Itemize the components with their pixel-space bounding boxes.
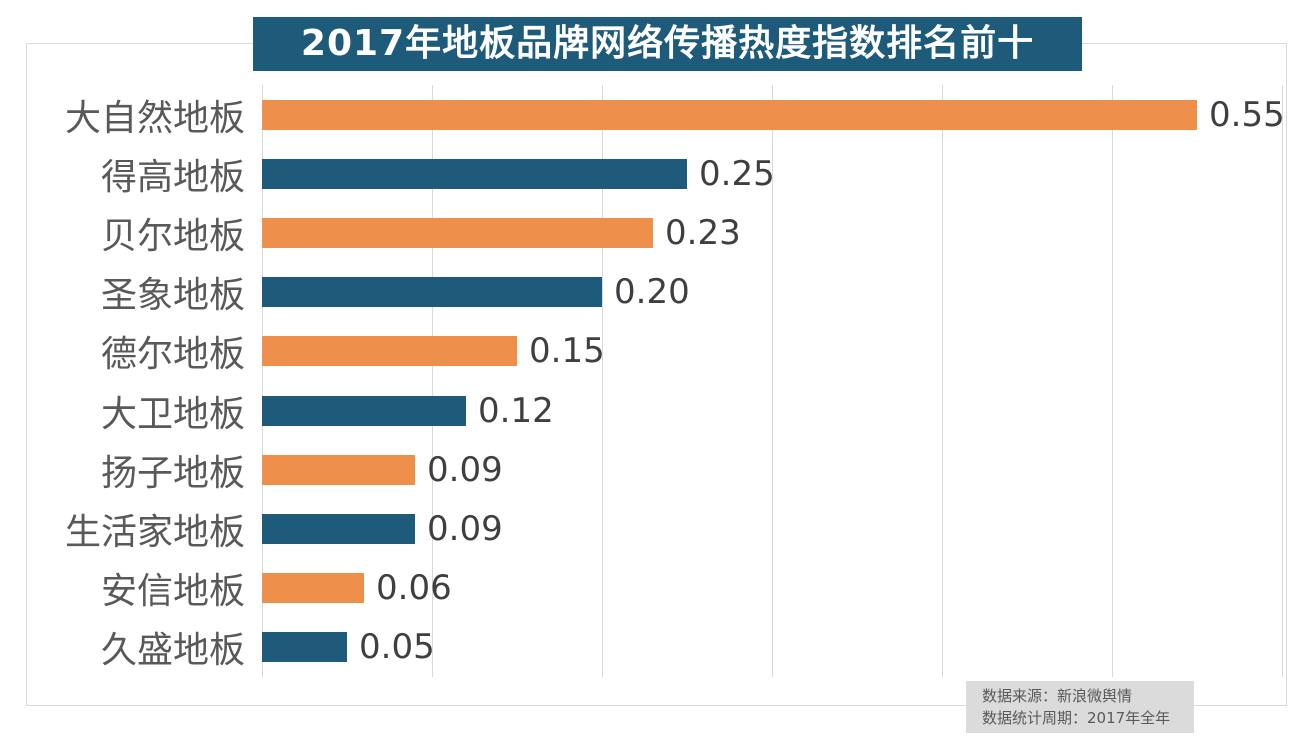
category-label: 安信地板 [100,571,245,613]
bar [262,513,415,544]
bar [262,573,364,604]
gridline [262,85,263,677]
bar-area: 0.20 [262,263,1282,322]
value-label: 0.23 [665,212,741,253]
bar-row: 得高地板 0.25 [0,144,1282,203]
bar [262,336,517,367]
category-label: 生活家地板 [64,511,245,553]
bar-area: 0.09 [262,440,1282,499]
value-label: 0.09 [427,449,503,490]
value-label: 0.20 [614,272,690,313]
category-label: 圣象地板 [100,275,245,317]
bar-area: 0.25 [262,144,1282,203]
bar-area: 0.23 [262,203,1282,262]
bar [262,632,347,663]
category-label: 大卫地板 [100,393,245,435]
chart-frame [26,43,1287,706]
category-label: 大自然地板 [64,97,245,139]
bar-row: 大卫地板 0.12 [0,381,1282,440]
value-label: 0.15 [529,331,605,372]
gridline [1282,85,1283,677]
gridline [602,85,603,677]
category-label: 得高地板 [100,156,245,198]
value-label: 0.25 [699,153,775,194]
bar-area: 0.55 [262,85,1285,144]
bar-row: 生活家地板 0.09 [0,499,1282,558]
chart-title: 2017年地板品牌网络传播热度指数排名前十 [300,23,1035,64]
bar-area: 0.12 [262,381,1282,440]
bar-row: 久盛地板 0.05 [0,618,1282,677]
value-label: 0.05 [359,627,435,668]
value-label: 0.12 [478,390,554,431]
bar [262,158,687,189]
bar-area: 0.15 [262,322,1282,381]
bar [262,277,602,308]
bar [262,99,1197,130]
bar-rows: 大自然地板 0.55 得高地板 0.25 贝尔地板 0.23 圣象地板 0.20… [0,85,1285,677]
value-label: 0.55 [1209,94,1285,135]
bar-row: 大自然地板 0.55 [0,85,1285,144]
category-label: 德尔地板 [100,334,245,376]
chart-title-banner: 2017年地板品牌网络传播热度指数排名前十 [253,17,1082,71]
bar-area: 0.09 [262,499,1282,558]
bar-row: 德尔地板 0.15 [0,322,1282,381]
category-label: 久盛地板 [100,630,245,672]
gridline [772,85,773,677]
bar-area: 0.06 [262,559,1282,618]
bar [262,454,415,485]
bar-row: 圣象地板 0.20 [0,263,1282,322]
gridline [432,85,433,677]
category-label: 扬子地板 [100,452,245,494]
value-label: 0.09 [427,508,503,549]
data-source-note: 数据来源：新浪微舆情 数据统计周期：2017年全年 [966,681,1194,733]
bar [262,217,653,248]
data-source-line: 数据来源：新浪微舆情 [982,687,1133,705]
gridline [1112,85,1113,677]
bar-row: 扬子地板 0.09 [0,440,1282,499]
gridlines [262,85,1283,677]
bar-area: 0.05 [262,618,1282,677]
data-period-line: 数据统计周期：2017年全年 [982,709,1171,727]
category-label: 贝尔地板 [100,215,245,257]
bar-row: 安信地板 0.06 [0,559,1282,618]
bar-row: 贝尔地板 0.23 [0,203,1282,262]
value-label: 0.06 [376,568,452,609]
gridline [942,85,943,677]
bar [262,395,466,426]
